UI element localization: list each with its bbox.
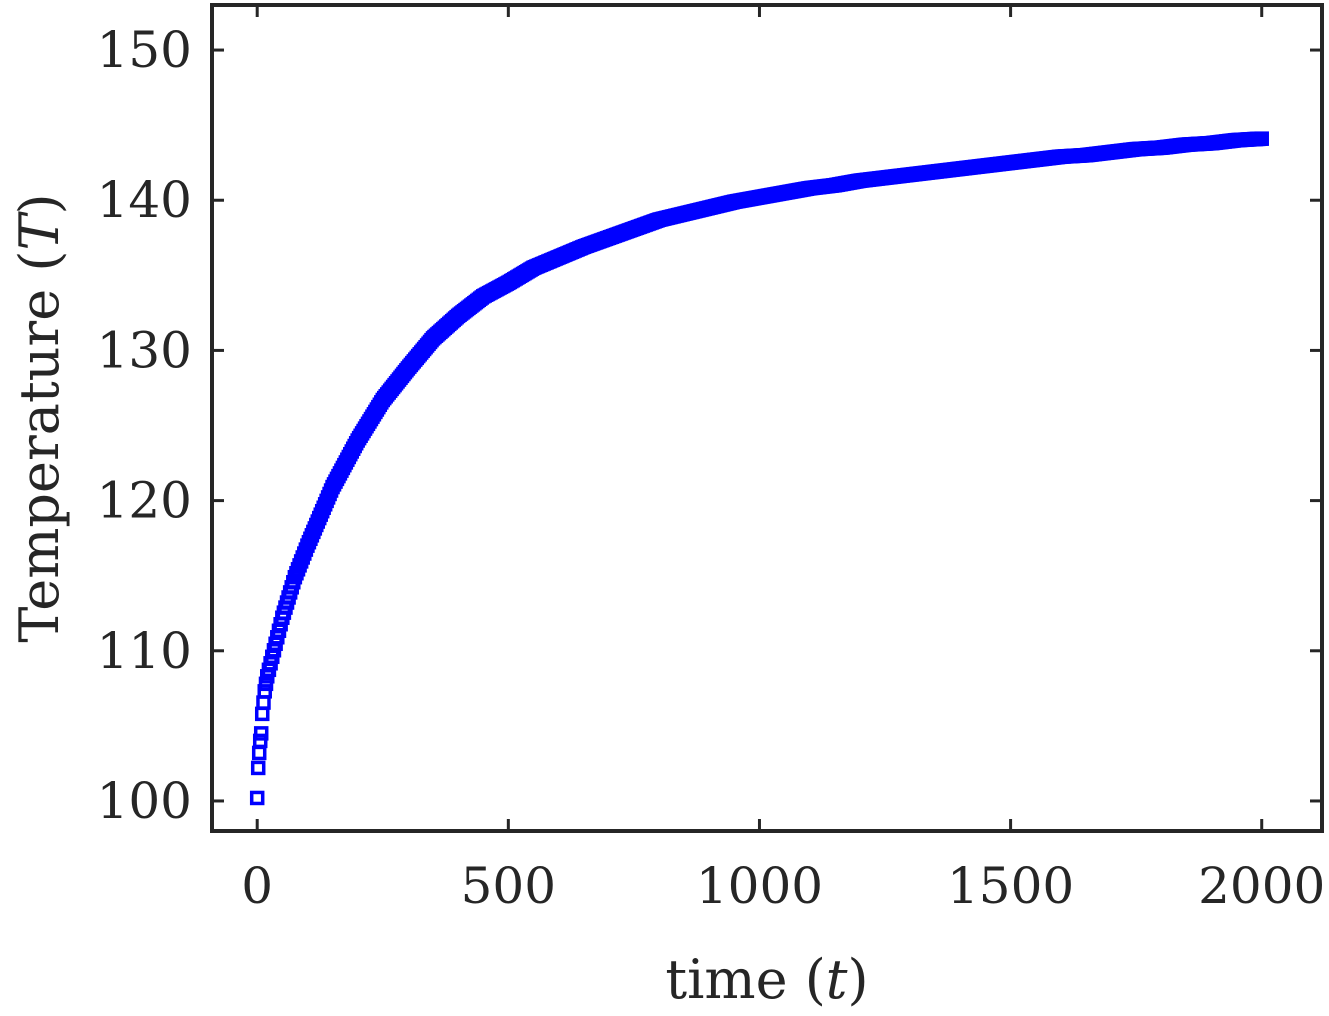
data-point	[253, 726, 269, 741]
y-axis-ticks: 100 110 120 130 140 150	[97, 21, 1322, 830]
y-tick-label: 100	[97, 772, 192, 830]
x-axis-ticks: 0 500 1000 1500 2000	[241, 5, 1325, 915]
data-point	[254, 706, 270, 722]
x-tick-label: 500	[461, 857, 556, 915]
x-tick-label: 1500	[947, 857, 1074, 915]
data-point-fill	[258, 676, 274, 692]
data-point	[249, 790, 265, 806]
data-point	[252, 733, 268, 749]
x-axis-label: time (t)	[665, 948, 868, 1011]
x-tick-label: 1000	[696, 857, 823, 915]
y-tick-label: 140	[97, 171, 192, 229]
y-tick-label: 110	[97, 622, 192, 680]
y-axis-label-symbol: T	[8, 211, 71, 251]
x-tick-label: 0	[241, 857, 273, 915]
data-point	[1254, 131, 1269, 146]
y-axis-label: Temperature (T)	[8, 193, 71, 642]
data-markers	[249, 131, 1269, 806]
y-axis-label-text: Temperature	[8, 289, 71, 643]
y-tick-label: 120	[97, 472, 192, 530]
y-tick-label: 130	[97, 321, 192, 379]
plot-frame	[210, 3, 1324, 833]
data-point-fill	[256, 695, 271, 710]
y-tick-label: 150	[97, 21, 192, 79]
x-axis-label-text: time	[665, 948, 787, 1011]
x-axis-label-symbol: t	[826, 948, 848, 1011]
x-tick-label: 2000	[1198, 857, 1325, 915]
data-point	[250, 760, 266, 776]
data-point	[257, 684, 272, 699]
data-point	[251, 745, 267, 761]
